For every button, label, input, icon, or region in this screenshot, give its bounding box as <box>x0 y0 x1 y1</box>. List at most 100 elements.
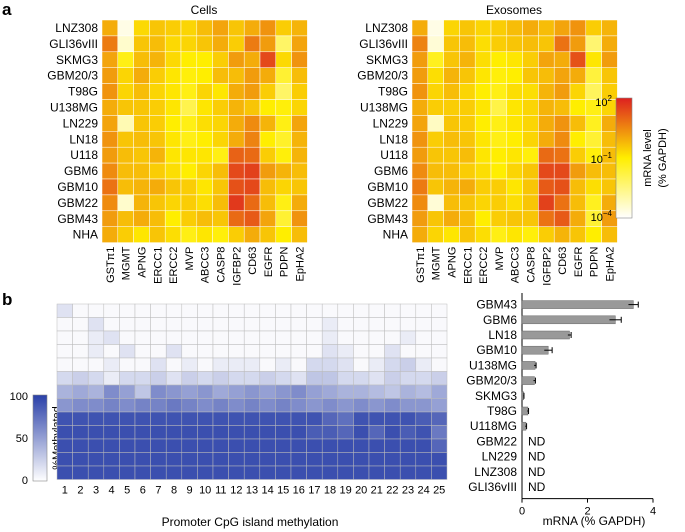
cells-cell-ln229-11 <box>275 115 292 132</box>
meth-cell-r3-c3 <box>87 344 105 359</box>
meth-cell-r12-c19 <box>337 465 354 480</box>
meth-cell-r10-c20 <box>353 438 370 453</box>
cells-cell-gbm10-7 <box>212 178 229 196</box>
cells-cell-gbm6-7 <box>212 162 229 180</box>
exosomes-cell-ln229-1 <box>427 115 444 132</box>
exosomes-cell-gbm6-5 <box>490 162 508 180</box>
cells-cell-gbm43-9 <box>243 210 261 227</box>
cells-cell-ln18-10 <box>259 131 277 148</box>
meth-cell-r5-c15 <box>275 371 292 386</box>
meth-cell-r7-c13 <box>243 398 261 413</box>
exosomes-row-label: LN18 <box>379 132 408 146</box>
meth-cell-r2-c18 <box>321 330 339 345</box>
exosomes-cell-u138mg-0 <box>411 99 429 116</box>
cells-cell-lnz308-8 <box>228 19 245 37</box>
cells-row-label: SKMG3 <box>56 53 98 67</box>
exosomes-row-label: T98G <box>378 85 408 99</box>
meth-cell-r1-c4 <box>103 317 120 332</box>
meth-cell-r9-c1 <box>56 425 73 440</box>
exosomes-cell-ln229-9 <box>553 115 571 132</box>
meth-cell-r6-c20 <box>353 384 370 399</box>
meth-cell-r10-c21 <box>368 438 385 453</box>
exosomes-cell-u118-5 <box>490 146 508 164</box>
cells-cell-u138mg-11 <box>275 99 292 116</box>
exosomes-cell-ln18-6 <box>506 131 523 148</box>
exosomes-cell-gbm10-9 <box>553 178 571 196</box>
cells-cell-nha-7 <box>212 226 229 243</box>
exosomes-cell-lnz308-10 <box>569 19 587 37</box>
meth-cell-r12-c2 <box>72 465 89 480</box>
exosomes-cell-ln18-9 <box>553 131 571 148</box>
exosomes-cell-skmg3-1 <box>427 51 444 68</box>
cells-cell-u138mg-0 <box>101 99 119 116</box>
cells-row-label: GLI36vIII <box>49 37 98 51</box>
exosomes-cell-ln229-3 <box>459 115 476 132</box>
exosomes-cell-gbm22-11 <box>585 194 602 212</box>
meth-cell-r4-c1 <box>56 357 73 372</box>
cells-cell-gbm20/3-8 <box>228 67 245 84</box>
exosomes-cell-ln229-5 <box>490 115 508 132</box>
meth-cell-r12-c8 <box>165 465 183 480</box>
cells-cell-gbm6-5 <box>180 162 198 180</box>
cells-cell-t98g-2 <box>133 83 150 100</box>
meth-cell-r11-c18 <box>321 452 339 467</box>
exosomes-cell-gbm6-6 <box>506 162 523 180</box>
meth-cell-r2-c17 <box>306 330 323 345</box>
meth-cell-r3-c10 <box>197 344 214 359</box>
cells-cell-gbm10-0 <box>101 178 119 196</box>
exosomes-cell-nha-5 <box>490 226 508 243</box>
exosomes-cell-u118-7 <box>522 146 539 164</box>
exosomes-cell-skmg3-10 <box>569 51 587 68</box>
meth-cell-r11-c10 <box>197 452 214 467</box>
meth-cell-r6-c21 <box>368 384 385 399</box>
cells-cell-t98g-11 <box>275 83 292 100</box>
cells-cell-lnz308-12 <box>291 19 308 37</box>
meth-cell-r1-c23 <box>399 317 417 332</box>
exosomes-cell-gli36viii-7 <box>522 35 539 53</box>
exosomes-cell-gli36viii-12 <box>601 35 618 53</box>
cells-cell-gbm6-11 <box>275 162 292 180</box>
meth-tick-0: 0 <box>22 475 28 487</box>
meth-cell-r11-c11 <box>212 452 229 467</box>
bar-u138mg <box>521 361 536 370</box>
exosomes-cell-u138mg-8 <box>538 99 555 116</box>
exosomes-cell-gbm22-3 <box>459 194 476 212</box>
meth-col-label: 20 <box>355 485 367 497</box>
exosomes-row-label: LN229 <box>373 116 409 130</box>
meth-cell-r11-c2 <box>72 452 89 467</box>
exosomes-cell-gbm10-11 <box>585 178 602 196</box>
cells-cell-nha-6 <box>196 226 213 243</box>
meth-cell-r12-c6 <box>134 465 151 480</box>
meth-cell-r4-c22 <box>384 357 401 372</box>
cells-cell-gbm43-1 <box>117 210 134 227</box>
exosomes-cell-lnz308-11 <box>585 19 602 37</box>
meth-cell-r2-c1 <box>56 330 73 345</box>
meth-cell-r4-c8 <box>165 357 183 372</box>
meth-cell-r4-c3 <box>87 357 105 372</box>
meth-cell-r2-c23 <box>399 330 417 345</box>
exosomes-cell-t98g-4 <box>474 83 492 100</box>
exosomes-row-label: NHA <box>383 228 408 242</box>
meth-cell-r1-c1 <box>56 317 73 332</box>
meth-cell-r4-c15 <box>275 357 292 372</box>
meth-cell-r12-c17 <box>306 465 323 480</box>
exosomes-cell-nha-6 <box>506 226 523 243</box>
meth-cell-r7-c15 <box>275 398 292 413</box>
exosomes-cell-u118-10 <box>569 146 587 164</box>
exosomes-cell-skmg3-6 <box>506 51 523 68</box>
cells-cell-gbm20/3-12 <box>291 67 308 84</box>
meth-cell-r6-c25 <box>431 384 448 399</box>
meth-cell-r10-c2 <box>72 438 89 453</box>
meth-cell-r0-c10 <box>197 303 214 318</box>
cells-cell-gbm22-2 <box>133 194 150 212</box>
meth-cell-r5-c7 <box>150 371 167 386</box>
meth-cell-r12-c11 <box>212 465 229 480</box>
cells-cell-gbm20/3-10 <box>259 67 277 84</box>
cells-cell-gbm22-10 <box>259 194 277 212</box>
meth-cell-r4-c24 <box>415 357 432 372</box>
cells-row-label: U138MG <box>50 100 98 114</box>
meth-col-label: 12 <box>230 485 242 497</box>
cells-cell-gbm20/3-11 <box>275 67 292 84</box>
meth-cell-r0-c4 <box>103 303 120 318</box>
cells-cell-ln229-0 <box>101 115 119 132</box>
